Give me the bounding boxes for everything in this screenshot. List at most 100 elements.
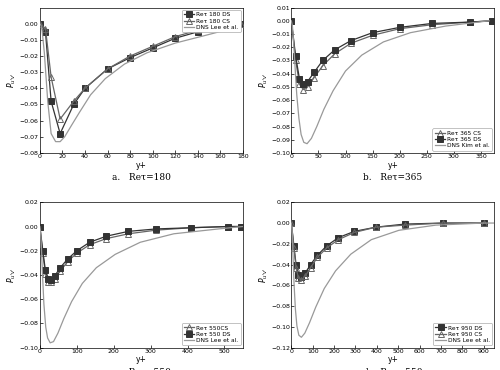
Reτ 950 CS [481,221,487,225]
Reτ 180 CS [150,44,156,48]
Reτ 950 DS [314,253,320,258]
Reτ 180 CS [37,21,43,26]
DNS Lee et al. [41,302,47,306]
Reτ 950 DS [336,235,342,240]
Reτ 950 CS [440,221,446,225]
DNS Lee et al. [138,240,143,245]
DNS Lee et al. [94,266,100,270]
DNS Lee et al. [102,77,108,81]
Legend: Reτ 950 DS, Reτ 950 CS, DNS Lee et al.: Reτ 950 DS, Reτ 950 CS, DNS Lee et al. [433,323,492,345]
DNS Lee et al. [296,333,302,337]
Reτ 365 CS [467,20,473,24]
DNS Kim et al. [486,18,492,23]
Reτ 365 CS [292,58,298,63]
Reτ 180 CS [218,23,224,27]
DNS Kim et al. [308,136,314,141]
Reτ 365 CS [304,85,310,89]
Reτ 180 CS [42,26,48,31]
Reτ 180 DS [48,99,54,104]
DNS Lee et al. [288,221,294,225]
Reτ 550CS [37,224,43,229]
Reτ 950 DS [324,244,330,248]
Reτ 180 DS [37,21,43,26]
DNS Lee et al. [240,224,246,229]
Reτ 550CS [57,269,63,273]
DNS Lee et al. [80,281,86,286]
Legend: Reτ 180 DS, Reτ 180 CS, DNS Lee et al.: Reτ 180 DS, Reτ 180 CS, DNS Lee et al. [182,10,240,32]
Y-axis label: $P_{u\mathsf{'}v\mathsf{'}}$: $P_{u\mathsf{'}v\mathsf{'}}$ [257,267,270,283]
Reτ 180 DS [172,36,178,40]
Text: a.   Reτ=180: a. Reτ=180 [112,173,171,182]
Reτ 550 DS [57,266,63,270]
Text: d.   Reτ=550: d. Reτ=550 [363,368,422,370]
X-axis label: y+: y+ [136,356,147,364]
Line: DNS Lee et al.: DNS Lee et al. [40,226,243,343]
Reτ 180 CS [195,28,201,33]
Reτ 950 CS [298,278,304,282]
Reτ 950 DS [291,244,297,248]
Reτ 180 DS [150,46,156,50]
Reτ 550 DS [52,274,58,278]
DNS Lee et al. [38,242,44,247]
DNS Kim et al. [330,88,336,93]
Line: Reτ 550CS: Reτ 550CS [37,224,244,285]
DNS Kim et al. [288,18,294,23]
Reτ 365 CS [288,18,294,23]
DNS Kim et al. [290,24,296,28]
Reτ 365 DS [467,20,473,24]
Reτ 365 DS [288,18,294,23]
DNS Kim et al. [408,30,414,35]
Reτ 365 CS [348,41,354,46]
Line: DNS Lee et al.: DNS Lee et al. [292,223,494,337]
DNS Kim et al. [298,132,304,137]
Line: Reτ 180 DS: Reτ 180 DS [37,21,244,136]
DNS Lee et al. [112,252,118,257]
Reτ 550CS [48,280,54,285]
Reτ 365 DS [370,30,376,35]
Text: b.   Reτ=365: b. Reτ=365 [364,173,422,182]
Reτ 950 DS [288,221,294,225]
DNS Lee et al. [38,229,44,233]
Reτ 950 DS [302,271,308,275]
Reτ 550CS [225,224,231,229]
DNS Lee et al. [144,51,150,55]
Reτ 365 CS [429,23,435,27]
DNS Lee et al. [52,139,59,144]
X-axis label: y+: y+ [388,356,398,364]
DNS Kim et al. [292,66,298,71]
Reτ 550 DS [45,276,51,281]
Reτ 550CS [45,280,51,285]
X-axis label: y+: y+ [136,161,147,170]
Reτ 180 CS [57,117,63,121]
Reτ 950 CS [402,223,407,227]
DNS Lee et al. [76,110,82,115]
Reτ 550 DS [86,240,92,245]
Reτ 180 DS [57,131,63,136]
DNS Lee et al. [44,336,51,340]
Reτ 950 CS [324,246,330,250]
DNS Lee et al. [68,123,74,128]
DNS Lee et al. [122,62,128,66]
Reτ 365 DS [320,58,326,63]
DNS Kim et al. [359,53,365,57]
DNS Lee et al. [302,331,308,335]
DNS Kim et al. [442,24,448,28]
Line: Reτ 365 DS: Reτ 365 DS [288,18,494,87]
DNS Lee et al. [216,227,222,231]
Reτ 550CS [86,242,92,247]
DNS Lee et al. [42,325,48,329]
Reτ 365 DS [292,54,298,59]
Reτ 550 DS [48,278,54,282]
Reτ 365 DS [332,48,338,52]
Y-axis label: $P_{u\mathsf{'}v\mathsf{'}}$: $P_{u\mathsf{'}v\mathsf{'}}$ [6,73,18,88]
DNS Lee et al. [39,28,45,33]
Reτ 180 CS [238,21,244,26]
Reτ 950 DS [402,222,407,226]
Reτ 950 CS [308,266,314,270]
Reτ 180 CS [48,75,54,79]
Reτ 550 DS [153,227,159,231]
Reτ 550 DS [188,225,194,230]
Reτ 950 DS [481,221,487,225]
DNS Lee et al. [228,26,234,31]
Reτ 365 DS [348,38,354,43]
